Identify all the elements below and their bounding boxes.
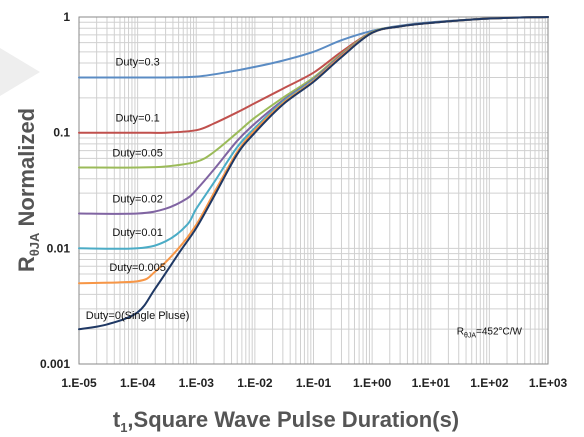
x-tick-label: 1.E-02 bbox=[237, 376, 273, 390]
series-label: Duty=0.05 bbox=[112, 148, 162, 160]
plot-frame bbox=[78, 16, 549, 365]
series-labels: Duty=0.3 Duty=0.1 Duty=0.05 Duty=0.02 Duty=0… bbox=[86, 57, 190, 322]
series-label: Duty=0.005 bbox=[109, 262, 166, 274]
series-label: Duty=0.3 bbox=[115, 57, 159, 69]
series-label: Duty=0.1 bbox=[115, 112, 159, 124]
x-tick-label: 1.E+01 bbox=[412, 376, 451, 390]
x-tick-label: 1.E+02 bbox=[470, 376, 509, 390]
y-tick-labels: 0.001 0.01 0.1 1 bbox=[40, 10, 70, 371]
series-label: Duty=0(Single Pluse) bbox=[86, 310, 190, 322]
x-tick-labels: 1.E-05 1.E-04 1.E-03 1.E-02 1.E-01 1.E+00 1.E+… bbox=[61, 376, 567, 390]
y-tick-label: 0.01 bbox=[47, 241, 71, 255]
series-line bbox=[78, 16, 549, 331]
x-axis-title: t1,Square Wave Pulse Duration(s) bbox=[113, 407, 459, 435]
y-tick-label: 0.001 bbox=[40, 357, 70, 371]
x-tick-label: 1.E+03 bbox=[529, 376, 568, 390]
x-tick-label: 1.E-04 bbox=[120, 376, 156, 390]
rthja-annotation: RθJA=452°C/W bbox=[457, 326, 523, 339]
y-tick-label: 1 bbox=[63, 10, 70, 24]
series-lines bbox=[78, 16, 549, 331]
x-tick-label: 1.E+00 bbox=[353, 376, 392, 390]
x-tick-label: 1.E-03 bbox=[179, 376, 215, 390]
y-tick-label: 0.1 bbox=[53, 126, 70, 140]
watermark-shape bbox=[0, 48, 40, 96]
grid bbox=[78, 17, 548, 365]
series-label: Duty=0.02 bbox=[112, 193, 162, 205]
x-tick-label: 1.E-05 bbox=[61, 376, 97, 390]
series-label: Duty=0.01 bbox=[112, 227, 162, 239]
y-axis-title: RθJA Normalized bbox=[14, 108, 42, 272]
x-tick-label: 1.E-01 bbox=[296, 376, 332, 390]
